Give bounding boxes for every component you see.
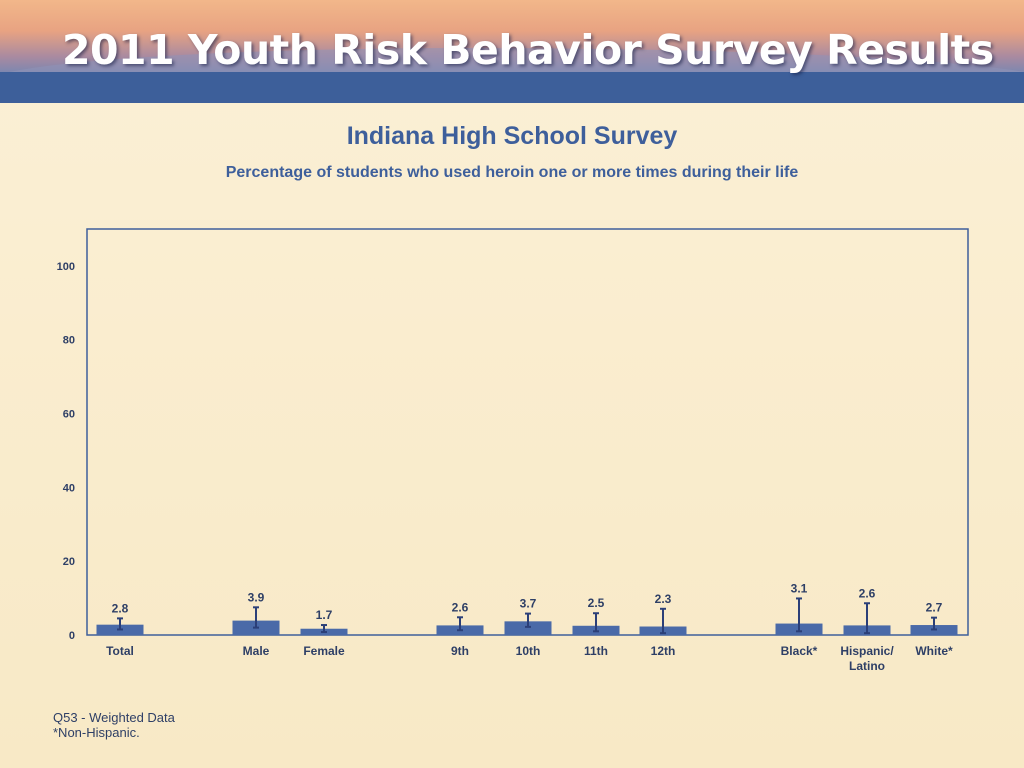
y-tick-label: 100: [57, 261, 75, 273]
data-label: 2.8: [112, 601, 129, 615]
data-label: 2.7: [926, 601, 943, 615]
category-label: Latino: [849, 659, 885, 673]
data-label: 3.1: [791, 581, 808, 595]
y-tick-label: 60: [63, 409, 75, 421]
bar: [504, 621, 552, 635]
header-banner: 2011 Youth Risk Behavior Survey Results: [0, 0, 1024, 103]
data-label: 3.9: [248, 590, 265, 604]
category-label: 9th: [451, 644, 469, 658]
y-tick-label: 0: [69, 630, 75, 642]
category-label: White*: [915, 644, 953, 658]
category-label: 10th: [516, 644, 541, 658]
category-label: Female: [303, 644, 345, 658]
y-tick-label: 80: [63, 335, 75, 347]
footnote-nonhispanic: *Non-Hispanic.: [53, 725, 140, 740]
category-label: 12th: [651, 644, 676, 658]
data-label: 2.6: [859, 586, 876, 600]
chart-subtitle: Percentage of students who used heroin o…: [225, 164, 799, 181]
banner-title: 2011 Youth Risk Behavior Survey Results: [62, 26, 994, 74]
data-label: 2.5: [588, 596, 605, 610]
y-tick-label: 20: [63, 556, 75, 568]
category-label: Male: [243, 644, 270, 658]
category-label: Hispanic/: [840, 644, 894, 658]
plot-frame: [86, 228, 969, 636]
category-label: Total: [106, 644, 134, 658]
data-label: 3.7: [520, 597, 537, 611]
chart-title: Indiana High School Survey: [346, 122, 678, 150]
banner-mountain-front: [0, 72, 1024, 103]
data-label: 2.3: [655, 592, 672, 606]
data-label: 2.6: [452, 600, 469, 614]
category-label: 11th: [584, 644, 608, 658]
data-label: 1.7: [316, 608, 333, 622]
footnote-source: Q53 - Weighted Data: [53, 710, 175, 725]
category-label: Black*: [781, 644, 818, 658]
y-tick-label: 40: [63, 482, 75, 494]
